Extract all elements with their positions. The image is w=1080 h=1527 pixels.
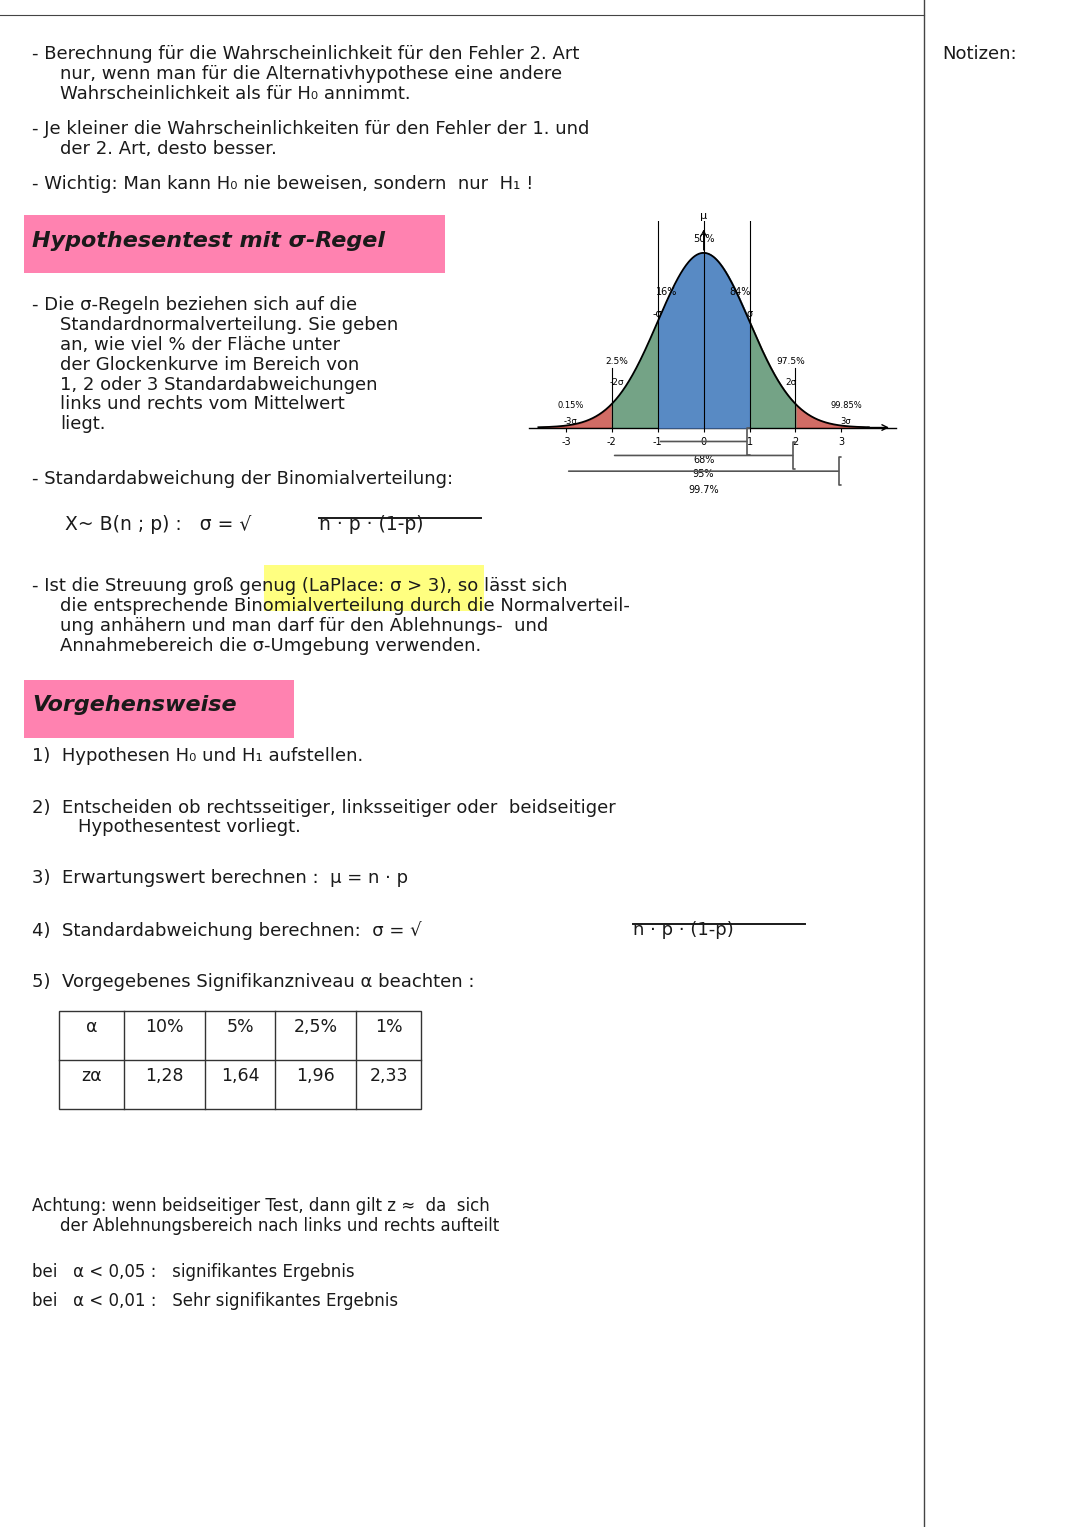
Text: 4)  Standardabweichung berechnen:  σ = √: 4) Standardabweichung berechnen: σ = √ — [32, 921, 422, 939]
Text: - Je kleiner die Wahrscheinlichkeiten für den Fehler der 1. und: - Je kleiner die Wahrscheinlichkeiten fü… — [32, 121, 590, 137]
Text: an, wie viel % der Fläche unter: an, wie viel % der Fläche unter — [60, 336, 340, 354]
Text: 5)  Vorgegebenes Signifikanzniveau α beachten :: 5) Vorgegebenes Signifikanzniveau α beac… — [32, 973, 475, 991]
Text: 99.85%: 99.85% — [831, 402, 862, 411]
Text: links und rechts vom Mittelwert: links und rechts vom Mittelwert — [60, 395, 346, 414]
Text: - Die σ-Regeln beziehen sich auf die: - Die σ-Regeln beziehen sich auf die — [32, 296, 357, 315]
Text: 2σ: 2σ — [785, 379, 797, 388]
Text: σ: σ — [746, 310, 753, 319]
Text: 50%: 50% — [693, 234, 714, 244]
Text: n · p · (1-p): n · p · (1-p) — [319, 515, 423, 533]
FancyBboxPatch shape — [24, 680, 294, 738]
Text: 1%: 1% — [375, 1019, 403, 1037]
Text: Standardnormalverteilung. Sie geben: Standardnormalverteilung. Sie geben — [60, 316, 399, 334]
Text: 2)  Entscheiden ob rechtsseitiger, linksseitiger oder  beidseitiger: 2) Entscheiden ob rechtsseitiger, linkss… — [32, 799, 617, 817]
Text: der Glockenkurve im Bereich von: der Glockenkurve im Bereich von — [60, 356, 360, 374]
Text: Annahmebereich die σ-Umgebung verwenden.: Annahmebereich die σ-Umgebung verwenden. — [60, 637, 482, 655]
Text: Notizen:: Notizen: — [942, 44, 1016, 63]
Text: Achtung: wenn beidseitiger Test, dann gilt z ≈  da  sich: Achtung: wenn beidseitiger Test, dann gi… — [32, 1197, 490, 1215]
Text: X~ B(n ; p) :   σ = √: X~ B(n ; p) : σ = √ — [65, 515, 252, 533]
Text: α: α — [86, 1019, 97, 1037]
Text: 95%: 95% — [693, 469, 714, 479]
Text: Hypothesentest vorliegt.: Hypothesentest vorliegt. — [78, 818, 300, 837]
Text: - Wichtig: Man kann H₀ nie beweisen, sondern  nur  H₁ !: - Wichtig: Man kann H₀ nie beweisen, son… — [32, 174, 534, 192]
Text: 2,5%: 2,5% — [294, 1019, 338, 1037]
Text: - Standardabweichung der Binomialverteilung:: - Standardabweichung der Binomialverteil… — [32, 470, 454, 489]
Text: 0.15%: 0.15% — [557, 402, 583, 411]
Text: 5%: 5% — [227, 1019, 254, 1037]
Text: -σ: -σ — [653, 310, 662, 319]
Text: 1,28: 1,28 — [146, 1067, 184, 1086]
Text: -3σ: -3σ — [564, 417, 578, 426]
Text: 16%: 16% — [657, 287, 677, 296]
Text: bei   α < 0,05 :   signifikantes Ergebnis: bei α < 0,05 : signifikantes Ergebnis — [32, 1263, 355, 1281]
Text: 2,33: 2,33 — [369, 1067, 408, 1086]
FancyBboxPatch shape — [24, 215, 445, 273]
Text: Wahrscheinlichkeit als für H₀ annimmt.: Wahrscheinlichkeit als für H₀ annimmt. — [60, 84, 411, 102]
Text: Vorgehensweise: Vorgehensweise — [32, 695, 237, 715]
Text: 1,96: 1,96 — [297, 1067, 335, 1086]
Text: liegt.: liegt. — [60, 415, 106, 434]
Text: 3σ: 3σ — [840, 417, 851, 426]
Text: 3)  Erwartungswert berechnen :  μ = n · p: 3) Erwartungswert berechnen : μ = n · p — [32, 869, 408, 887]
Text: der 2. Art, desto besser.: der 2. Art, desto besser. — [60, 140, 278, 157]
Text: der Ablehnungsbereich nach links und rechts aufteilt: der Ablehnungsbereich nach links und rec… — [60, 1217, 500, 1235]
Text: -2σ: -2σ — [609, 379, 624, 388]
Text: μ: μ — [700, 211, 707, 221]
Text: 97.5%: 97.5% — [777, 357, 806, 366]
Text: 1)  Hypothesen H₀ und H₁ aufstellen.: 1) Hypothesen H₀ und H₁ aufstellen. — [32, 747, 364, 765]
Text: n · p · (1-p): n · p · (1-p) — [633, 921, 733, 939]
Text: ung anhähern und man darf für den Ablehnungs-  und: ung anhähern und man darf für den Ablehn… — [60, 617, 549, 635]
Text: 1,64: 1,64 — [221, 1067, 259, 1086]
Text: 84%: 84% — [730, 287, 751, 296]
Text: bei   α < 0,01 :   Sehr signifikantes Ergebnis: bei α < 0,01 : Sehr signifikantes Ergebn… — [32, 1292, 399, 1310]
Text: nur, wenn man für die Alternativhypothese eine andere: nur, wenn man für die Alternativhypothes… — [60, 64, 563, 82]
Text: 1, 2 oder 3 Standardabweichungen: 1, 2 oder 3 Standardabweichungen — [60, 376, 378, 394]
Text: - Ist die Streuung groß genug (LaPlace: σ > 3), so lässt sich: - Ist die Streuung groß genug (LaPlace: … — [32, 577, 568, 596]
Text: die entsprechende Binomialverteilung durch die Normalverteil-: die entsprechende Binomialverteilung dur… — [60, 597, 631, 615]
Text: 99.7%: 99.7% — [688, 486, 719, 495]
Bar — [59, 1011, 421, 1109]
Text: 10%: 10% — [146, 1019, 184, 1037]
FancyBboxPatch shape — [264, 565, 484, 611]
Text: 68%: 68% — [693, 455, 714, 466]
Text: - Berechnung für die Wahrscheinlichkeit für den Fehler 2. Art: - Berechnung für die Wahrscheinlichkeit … — [32, 44, 580, 63]
Text: 2.5%: 2.5% — [605, 357, 627, 366]
Text: Hypothesentest mit σ-Regel: Hypothesentest mit σ-Regel — [32, 231, 386, 250]
Text: zα: zα — [81, 1067, 103, 1086]
